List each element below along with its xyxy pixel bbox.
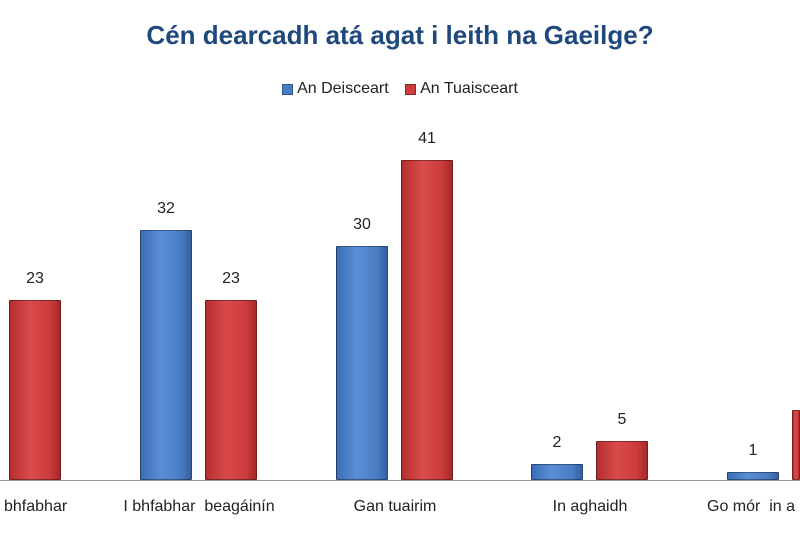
chart-title: Cén dearcadh atá agat i leith na Gaeilge…	[146, 20, 654, 50]
legend-swatch-red	[405, 83, 417, 95]
bar-an-deisceart	[140, 230, 192, 480]
bar-an-tuaisceart	[596, 440, 648, 480]
data-label: 23	[222, 270, 240, 288]
bar-an-deisceart	[531, 464, 583, 480]
bar-an-deisceart	[336, 245, 388, 480]
legend-item-an-tuaisceart: An Tuaisceart	[405, 80, 518, 98]
category-label: Go mór in a	[707, 498, 796, 515]
legend: An Deisceart An Tuaisceart	[0, 80, 800, 100]
data-label: 30	[353, 215, 371, 233]
category-label: Gan tuairim	[353, 498, 437, 515]
bar-an-tuaisceart	[205, 300, 257, 480]
bar-an-deisceart	[727, 472, 779, 480]
legend-label: An Tuaisceart	[420, 80, 518, 97]
data-label: 41	[418, 130, 436, 147]
legend-label: An Deisceart	[297, 80, 389, 97]
data-label: 2	[552, 434, 562, 452]
data-label: 32	[157, 200, 175, 218]
bar-an-tuaisceart	[9, 300, 61, 480]
category-label: In aghaidh	[552, 498, 628, 515]
category-label: I bhfabhar beagáinín	[123, 498, 275, 515]
legend-swatch-blue	[282, 83, 294, 95]
x-axis-line	[0, 480, 800, 481]
data-label: 1	[748, 442, 758, 460]
category-label: bhfabhar	[4, 498, 68, 515]
bar-an-tuaisceart	[401, 160, 453, 480]
bar-an-tuaisceart	[792, 409, 800, 480]
data-label: 5	[617, 410, 627, 428]
legend-item-an-deisceart: An Deisceart	[282, 80, 389, 98]
data-label: 23	[26, 270, 44, 288]
